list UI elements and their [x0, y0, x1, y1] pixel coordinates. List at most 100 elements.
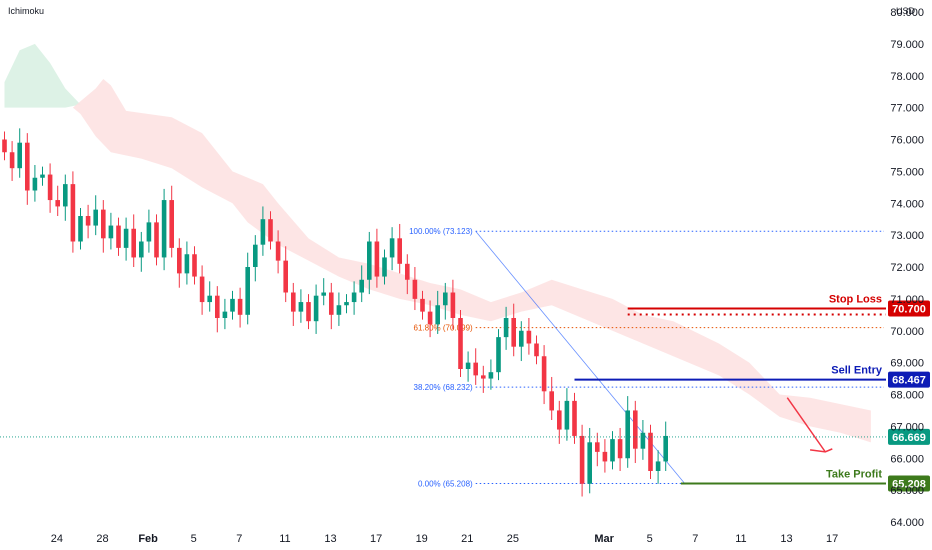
candle[interactable]	[329, 282, 334, 330]
candle[interactable]	[648, 424, 653, 479]
candle[interactable]	[25, 133, 30, 205]
candle[interactable]	[336, 292, 342, 326]
candle[interactable]	[389, 227, 395, 271]
candle[interactable]	[260, 206, 266, 256]
candle[interactable]	[443, 282, 448, 320]
candle[interactable]	[633, 400, 638, 464]
candle[interactable]	[207, 281, 212, 312]
candle[interactable]	[192, 246, 197, 285]
candle[interactable]	[465, 351, 471, 382]
candle[interactable]	[9, 141, 15, 181]
candle[interactable]	[123, 217, 129, 261]
candle[interactable]	[146, 209, 152, 253]
candle[interactable]	[435, 290, 440, 334]
candle[interactable]	[351, 281, 357, 315]
candle[interactable]	[450, 279, 456, 330]
trade-levels[interactable]: Stop Loss 70.700 Sell Entry 68.467 Take Prof…	[0, 293, 930, 492]
candle[interactable]	[85, 204, 91, 239]
candle[interactable]	[215, 286, 220, 333]
candle[interactable]	[222, 298, 228, 330]
candle[interactable]	[184, 241, 190, 285]
candle[interactable]	[617, 427, 623, 471]
candle[interactable]	[291, 282, 296, 326]
candle[interactable]	[40, 166, 45, 186]
candle[interactable]	[139, 231, 144, 272]
candle[interactable]	[572, 392, 577, 444]
candle[interactable]	[488, 359, 494, 390]
candle[interactable]	[55, 185, 60, 216]
candle[interactable]	[397, 223, 402, 274]
candle[interactable]	[237, 287, 243, 328]
candle[interactable]	[93, 195, 98, 236]
candle[interactable]	[595, 432, 600, 467]
candle[interactable]	[481, 365, 486, 393]
candle[interactable]	[557, 400, 562, 444]
candle[interactable]	[275, 230, 281, 274]
candle[interactable]	[458, 310, 463, 377]
candle[interactable]	[549, 376, 554, 420]
candle[interactable]	[321, 278, 326, 306]
candle[interactable]	[526, 318, 532, 355]
candle[interactable]	[367, 231, 372, 295]
candle[interactable]	[541, 345, 547, 405]
candle[interactable]	[161, 188, 167, 271]
candle[interactable]	[359, 265, 364, 303]
candle[interactable]	[625, 396, 630, 468]
candle[interactable]	[101, 200, 106, 253]
candle[interactable]	[313, 284, 319, 334]
candle[interactable]	[298, 289, 304, 323]
candle[interactable]	[199, 265, 205, 315]
candle[interactable]	[154, 214, 159, 266]
candle[interactable]	[32, 165, 38, 202]
candle[interactable]	[405, 254, 410, 295]
time-axis[interactable]: 24 28 Feb 5 7 11 13 17 19 21 25 Mar 5 7 11 13 17	[51, 533, 838, 545]
candle[interactable]	[253, 235, 258, 282]
candle[interactable]	[579, 424, 585, 497]
candle[interactable]	[2, 131, 7, 161]
candle[interactable]	[655, 450, 661, 484]
candle[interactable]	[496, 329, 501, 381]
last-price-tag	[888, 428, 930, 445]
candle[interactable]	[306, 294, 311, 330]
candle-body	[237, 298, 243, 315]
candle[interactable]	[427, 300, 433, 338]
candle[interactable]	[344, 294, 349, 314]
time-tick-label: 7	[692, 533, 698, 545]
candle[interactable]	[420, 290, 425, 320]
candle[interactable]	[268, 211, 273, 250]
candle[interactable]	[177, 238, 182, 288]
candle[interactable]	[131, 214, 136, 267]
candle[interactable]	[63, 174, 68, 221]
candle[interactable]	[382, 249, 387, 285]
candle[interactable]	[47, 163, 53, 213]
candle[interactable]	[473, 348, 478, 385]
candle[interactable]	[534, 335, 539, 365]
candle[interactable]	[245, 252, 250, 325]
candle[interactable]	[283, 246, 288, 303]
candle[interactable]	[17, 128, 22, 178]
candle[interactable]	[108, 212, 114, 250]
candle[interactable]	[587, 427, 592, 494]
candle[interactable]	[663, 421, 668, 471]
candle[interactable]	[602, 439, 608, 473]
candle[interactable]	[511, 303, 516, 357]
candle-body	[222, 311, 228, 318]
candle[interactable]	[169, 185, 174, 258]
candle[interactable]	[412, 267, 418, 311]
candle[interactable]	[116, 217, 121, 256]
price-axis[interactable]: 64.000 65.000 66.000 67.000 68.000 69.000 70.0…	[890, 7, 924, 529]
candle[interactable]	[230, 290, 235, 320]
candle-body	[473, 362, 478, 376]
candlestick-series[interactable]	[2, 128, 668, 497]
candle[interactable]	[78, 208, 83, 250]
candle[interactable]	[640, 420, 646, 460]
candle[interactable]	[519, 321, 524, 362]
candle[interactable]	[610, 431, 615, 470]
fibonacci-retracement[interactable]: 100.00% (73.123) 61.80% (70.099) 38.20% (6…	[409, 227, 884, 488]
candle[interactable]	[503, 306, 509, 350]
candle[interactable]	[374, 228, 380, 288]
candle[interactable]	[564, 388, 570, 441]
candle[interactable]	[70, 171, 76, 253]
